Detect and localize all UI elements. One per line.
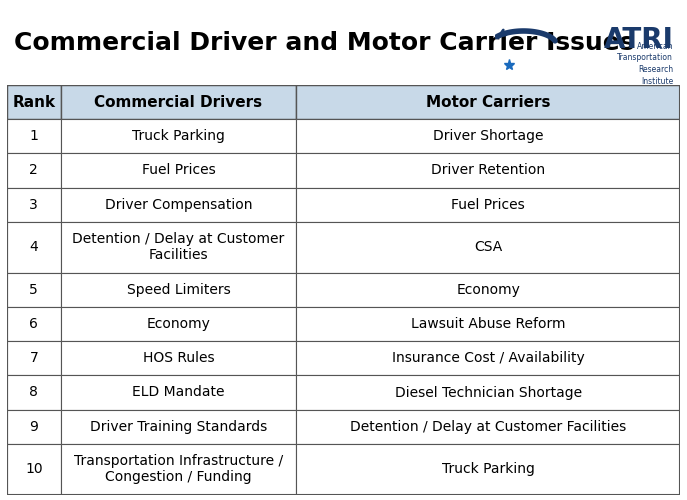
Text: Transportation Infrastructure /
Congestion / Funding: Transportation Infrastructure / Congesti… [74, 454, 283, 484]
Text: Rank: Rank [12, 94, 56, 110]
Bar [7, 188, 60, 222]
Bar [7, 222, 60, 273]
Bar [296, 222, 680, 273]
Bar [296, 85, 680, 119]
Text: ELD Mandate: ELD Mandate [133, 386, 225, 400]
Bar [7, 273, 60, 307]
Bar [296, 273, 680, 307]
Text: 3: 3 [30, 198, 38, 211]
Bar [60, 85, 296, 119]
Text: Driver Retention: Driver Retention [431, 164, 545, 177]
Bar [60, 188, 296, 222]
Bar [296, 376, 680, 410]
Bar [7, 119, 60, 154]
Bar [296, 188, 680, 222]
Bar [296, 119, 680, 154]
Bar [60, 444, 296, 495]
Text: Diesel Technician Shortage: Diesel Technician Shortage [395, 386, 582, 400]
Text: 7: 7 [30, 352, 38, 366]
Bar [296, 410, 680, 444]
Text: Economy: Economy [456, 283, 520, 297]
Text: Driver Training Standards: Driver Training Standards [90, 420, 267, 434]
Bar [7, 154, 60, 188]
Text: Economy: Economy [146, 317, 210, 331]
Text: Detention / Delay at Customer Facilities: Detention / Delay at Customer Facilities [350, 420, 627, 434]
Text: 4: 4 [30, 240, 38, 254]
Text: Driver Shortage: Driver Shortage [433, 129, 543, 143]
Text: Commercial Driver and Motor Carrier Issues: Commercial Driver and Motor Carrier Issu… [14, 30, 634, 54]
Bar [7, 410, 60, 444]
Bar [296, 444, 680, 495]
Text: Truck Parking: Truck Parking [442, 462, 534, 476]
Text: 8: 8 [30, 386, 38, 400]
Text: Truck Parking: Truck Parking [132, 129, 225, 143]
Text: Fuel Prices: Fuel Prices [142, 164, 216, 177]
Text: CSA: CSA [474, 240, 502, 254]
Text: Speed Limiters: Speed Limiters [126, 283, 230, 297]
Text: ATRI: ATRI [603, 26, 673, 54]
Text: 10: 10 [25, 462, 43, 476]
Bar [7, 85, 60, 119]
Text: Detention / Delay at Customer
Facilities: Detention / Delay at Customer Facilities [72, 232, 284, 262]
Bar [296, 154, 680, 188]
Bar [60, 341, 296, 376]
Bar [7, 444, 60, 495]
Bar [60, 410, 296, 444]
Bar [60, 222, 296, 273]
Bar [60, 376, 296, 410]
Bar [60, 273, 296, 307]
Bar [296, 341, 680, 376]
Text: Lawsuit Abuse Reform: Lawsuit Abuse Reform [411, 317, 565, 331]
Text: Fuel Prices: Fuel Prices [451, 198, 525, 211]
Text: 6: 6 [30, 317, 38, 331]
Text: 1: 1 [30, 129, 38, 143]
Text: 9: 9 [30, 420, 38, 434]
Text: Driver Compensation: Driver Compensation [105, 198, 252, 211]
Bar [7, 341, 60, 376]
Text: 2: 2 [30, 164, 38, 177]
Bar [296, 307, 680, 341]
Bar [7, 307, 60, 341]
Bar [60, 154, 296, 188]
Text: HOS Rules: HOS Rules [143, 352, 214, 366]
Text: Motor Carriers: Motor Carriers [426, 94, 550, 110]
Text: American
Transportation
Research
Institute: American Transportation Research Institu… [618, 42, 673, 86]
Text: Insurance Cost / Availability: Insurance Cost / Availability [392, 352, 585, 366]
Text: 5: 5 [30, 283, 38, 297]
Bar [60, 307, 296, 341]
Bar [7, 376, 60, 410]
Bar [60, 119, 296, 154]
Text: Commercial Drivers: Commercial Drivers [95, 94, 262, 110]
